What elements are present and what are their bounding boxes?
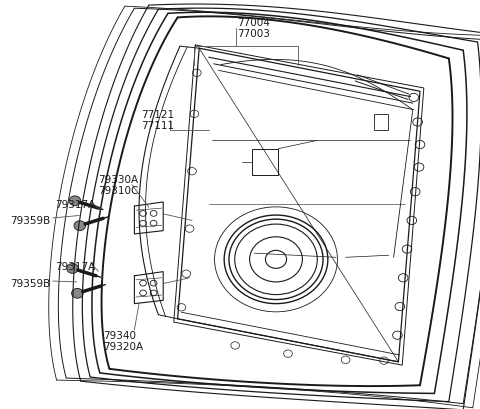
Text: 79317A: 79317A [55,200,96,209]
Text: 77111: 77111 [142,121,175,130]
Text: 79340: 79340 [103,330,136,340]
Bar [374,115,388,131]
Text: 79330A: 79330A [98,175,139,185]
Circle shape [72,289,83,299]
Text: 77121: 77121 [142,110,175,119]
Text: 79317A: 79317A [55,261,96,271]
Text: 77003: 77003 [238,29,270,38]
Bar [252,149,278,176]
Text: 79359B: 79359B [11,215,51,225]
Circle shape [67,264,78,274]
Circle shape [69,196,81,206]
Text: 79310C: 79310C [98,186,139,196]
Text: 79359B: 79359B [11,278,51,288]
Circle shape [74,221,85,231]
Text: 77004: 77004 [238,18,270,27]
Text: 79320A: 79320A [103,342,144,351]
